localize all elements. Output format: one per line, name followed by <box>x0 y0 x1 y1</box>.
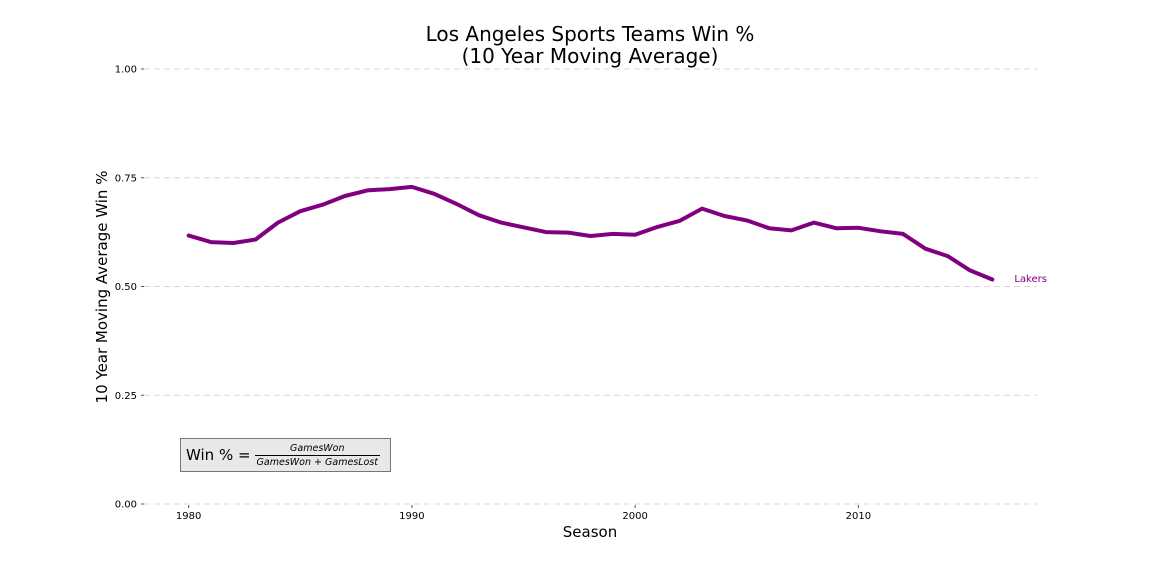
x-tick-label-1: 1990 <box>399 511 424 522</box>
x-axis-label: Season <box>563 523 617 541</box>
chart-title: Los Angeles Sports Teams Win % <box>426 22 755 46</box>
y-tick-label-1: 0.25 <box>115 391 137 402</box>
chart-subtitle: (10 Year Moving Average) <box>462 44 719 68</box>
fraction-bar <box>254 454 381 456</box>
formula-lhs: Win % = <box>186 446 251 464</box>
y-tick-label-2: 0.50 <box>115 282 137 293</box>
series-line-0 <box>186 184 995 282</box>
series-label-0: Lakers <box>1014 274 1047 285</box>
x-axis: 1980 1990 2000 2010 <box>176 505 871 522</box>
y-axis-label: 10 Year Moving Average Win % <box>93 171 111 404</box>
x-tick-label-3: 2010 <box>846 511 871 522</box>
win-formula-box: Win % = GamesWon GamesWon + GamesLost <box>180 438 391 472</box>
formula-denominator: GamesWon + GamesLost <box>256 456 379 468</box>
formula-numerator: GamesWon <box>290 442 345 454</box>
x-tick-label-2: 2000 <box>622 511 647 522</box>
y-tick-label-4: 1.00 <box>115 65 137 76</box>
x-tick-label-0: 1980 <box>176 511 201 522</box>
y-tick-label-0: 0.00 <box>115 500 137 511</box>
y-tick-label-3: 0.75 <box>115 173 137 184</box>
series-group: Lakers <box>186 184 1047 285</box>
gridlines <box>144 68 1037 505</box>
y-axis: 0.00 0.25 0.50 0.75 1.00 <box>115 65 144 511</box>
formula-fraction: GamesWon GamesWon + GamesLost <box>254 442 381 468</box>
